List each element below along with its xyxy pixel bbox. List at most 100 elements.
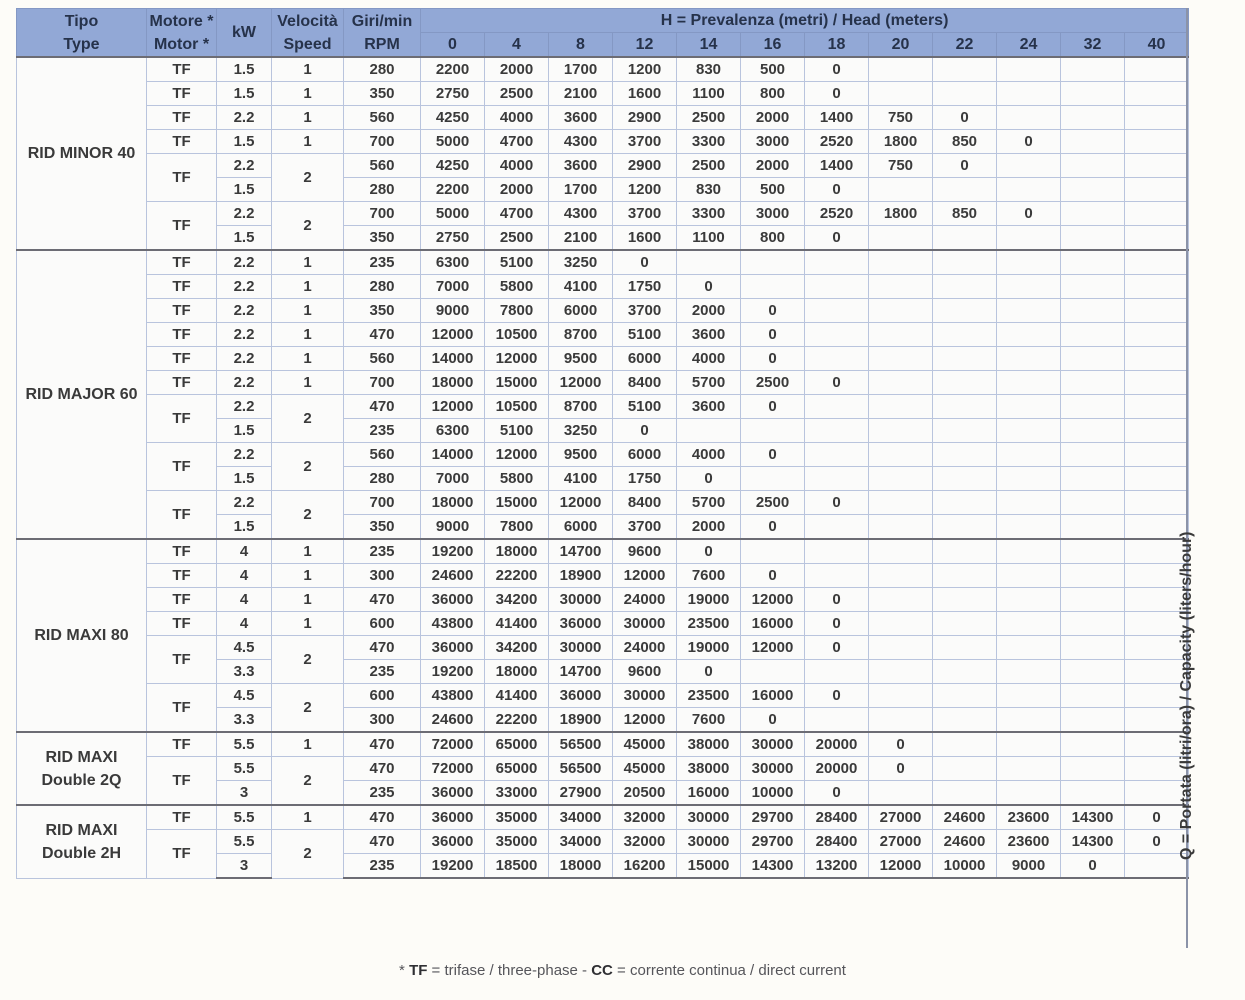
capacity-cell: 56500 xyxy=(548,756,613,781)
capacity-cell: 35000 xyxy=(484,829,549,854)
capacity-cell: 6000 xyxy=(612,346,677,371)
header-head-group: H = Prevalenza (metri) / Head (meters) xyxy=(419,8,1190,33)
capacity-cell: 3600 xyxy=(676,394,741,419)
capacity-cell: 4700 xyxy=(484,201,549,226)
capacity-cell: 19200 xyxy=(420,853,485,879)
capacity-cell-empty xyxy=(868,370,933,395)
capacity-cell: 0 xyxy=(804,490,869,515)
pump-type-cell: RID MAXI Double 2H xyxy=(16,804,147,879)
capacity-cell: 5000 xyxy=(420,129,485,154)
rpm-cell: 280 xyxy=(343,466,421,491)
capacity-cell: 10500 xyxy=(484,394,549,419)
capacity-cell-empty xyxy=(996,274,1061,299)
capacity-cell-empty xyxy=(1123,683,1190,708)
motor-cell: TF xyxy=(146,129,217,154)
motor-cell: TF xyxy=(146,201,217,251)
capacity-cell: 0 xyxy=(740,514,805,540)
capacity-cell: 36000 xyxy=(420,780,485,806)
capacity-cell: 0 xyxy=(676,659,741,684)
capacity-cell: 18900 xyxy=(548,707,613,733)
capacity-cell: 850 xyxy=(932,129,997,154)
capacity-cell: 0 xyxy=(932,105,997,130)
capacity-cell: 12000 xyxy=(420,394,485,419)
capacity-cell-empty xyxy=(996,298,1061,323)
capacity-cell: 1100 xyxy=(676,225,741,251)
table-row: RID MINOR 40 TF 1.5 1 280 2200 2000 1700 1200 830… xyxy=(16,56,1190,251)
capacity-cell-empty xyxy=(1123,466,1190,491)
capacity-cell: 4250 xyxy=(420,105,485,130)
kw-cell: 4 xyxy=(216,563,272,588)
kw-cell: 1.5 xyxy=(216,56,272,82)
capacity-cell: 36000 xyxy=(420,635,485,660)
table-row: TF 2.2 1 700 18000 15000 12000 8400 5700 2500 0 xyxy=(17,370,1190,395)
header-head-col-24: 24 xyxy=(996,32,1061,58)
header-type-en: Type xyxy=(63,35,100,53)
speed-cell: 1 xyxy=(271,105,344,130)
kw-cell: 1.5 xyxy=(216,129,272,154)
capacity-cell: 30000 xyxy=(612,683,677,708)
capacity-cell-empty xyxy=(1060,56,1125,82)
capacity-cell-empty xyxy=(996,225,1061,251)
table-row: TF 4.5 2 470 36000 34200 30000 24000 19000 12000 0 xyxy=(17,635,1190,684)
header-head-col-16: 16 xyxy=(740,32,805,58)
capacity-cell: 36000 xyxy=(548,683,613,708)
capacity-cell-empty xyxy=(1123,129,1190,154)
capacity-cell: 36000 xyxy=(420,587,485,612)
capacity-cell: 2750 xyxy=(420,225,485,251)
motor-cell: TF xyxy=(146,756,217,806)
kw-cell: 2.2 xyxy=(216,201,272,226)
header-rpm-en: RPM xyxy=(364,35,400,53)
capacity-cell: 33000 xyxy=(484,780,549,806)
capacity-cell: 36000 xyxy=(420,804,485,830)
capacity-cell: 2900 xyxy=(612,153,677,178)
capacity-cell-empty xyxy=(996,418,1061,443)
table-row: TF 2.2 1 560 4250 4000 3600 2900 2500 2000 1400 750… xyxy=(17,105,1190,130)
capacity-cell-empty xyxy=(804,466,869,491)
capacity-cell: 30000 xyxy=(740,731,805,757)
capacity-cell: 0 xyxy=(804,370,869,395)
capacity-cell: 36000 xyxy=(420,829,485,854)
capacity-cell: 2000 xyxy=(676,514,741,540)
capacity-cell-empty xyxy=(804,514,869,540)
capacity-cell: 5800 xyxy=(484,466,549,491)
table-row: TF 2.2 2 470 12000 10500 8700 5100 3600 0 xyxy=(17,394,1190,443)
motor-cell: TF xyxy=(146,56,217,82)
capacity-cell: 0 xyxy=(804,683,869,708)
capacity-cell: 0 xyxy=(612,249,677,275)
capacity-cell: 30000 xyxy=(676,804,741,830)
capacity-cell: 0 xyxy=(1123,829,1190,854)
capacity-cell: 2000 xyxy=(740,105,805,130)
capacity-cell: 4100 xyxy=(548,466,613,491)
capacity-cell-empty xyxy=(868,56,933,82)
capacity-cell: 38000 xyxy=(676,731,741,757)
capacity-cell: 850 xyxy=(932,201,997,226)
rpm-cell: 350 xyxy=(343,514,421,540)
capacity-cell-empty xyxy=(868,274,933,299)
capacity-cell: 4300 xyxy=(548,129,613,154)
footnote-tf: TF xyxy=(409,962,428,979)
rpm-cell: 470 xyxy=(343,635,421,660)
capacity-cell: 5700 xyxy=(676,490,741,515)
header-head-text: = Prevalenza (metri) / Head (meters) xyxy=(672,12,949,29)
capacity-cell: 24600 xyxy=(420,563,485,588)
rpm-cell: 235 xyxy=(343,538,421,564)
table-row: TF 4 1 300 24600 22200 18900 12000 7600 0 xyxy=(17,563,1190,588)
capacity-cell: 19000 xyxy=(676,587,741,612)
capacity-cell-empty xyxy=(1123,105,1190,130)
capacity-cell: 0 xyxy=(740,322,805,347)
capacity-cell: 15000 xyxy=(484,370,549,395)
motor-cell: TF xyxy=(146,249,217,275)
capacity-cell-empty xyxy=(740,659,805,684)
capacity-cell: 6000 xyxy=(612,442,677,467)
rpm-cell: 560 xyxy=(343,153,421,178)
capacity-cell: 3700 xyxy=(612,201,677,226)
capacity-cell-empty xyxy=(868,442,933,467)
capacity-cell-empty xyxy=(740,274,805,299)
capacity-cell: 1800 xyxy=(868,129,933,154)
capacity-cell-empty xyxy=(1060,442,1125,467)
capacity-cell-empty xyxy=(1123,249,1190,275)
capacity-cell-empty xyxy=(676,249,741,275)
kw-cell: 1.5 xyxy=(216,225,272,251)
rpm-cell: 700 xyxy=(343,490,421,515)
capacity-cell-empty xyxy=(932,274,997,299)
